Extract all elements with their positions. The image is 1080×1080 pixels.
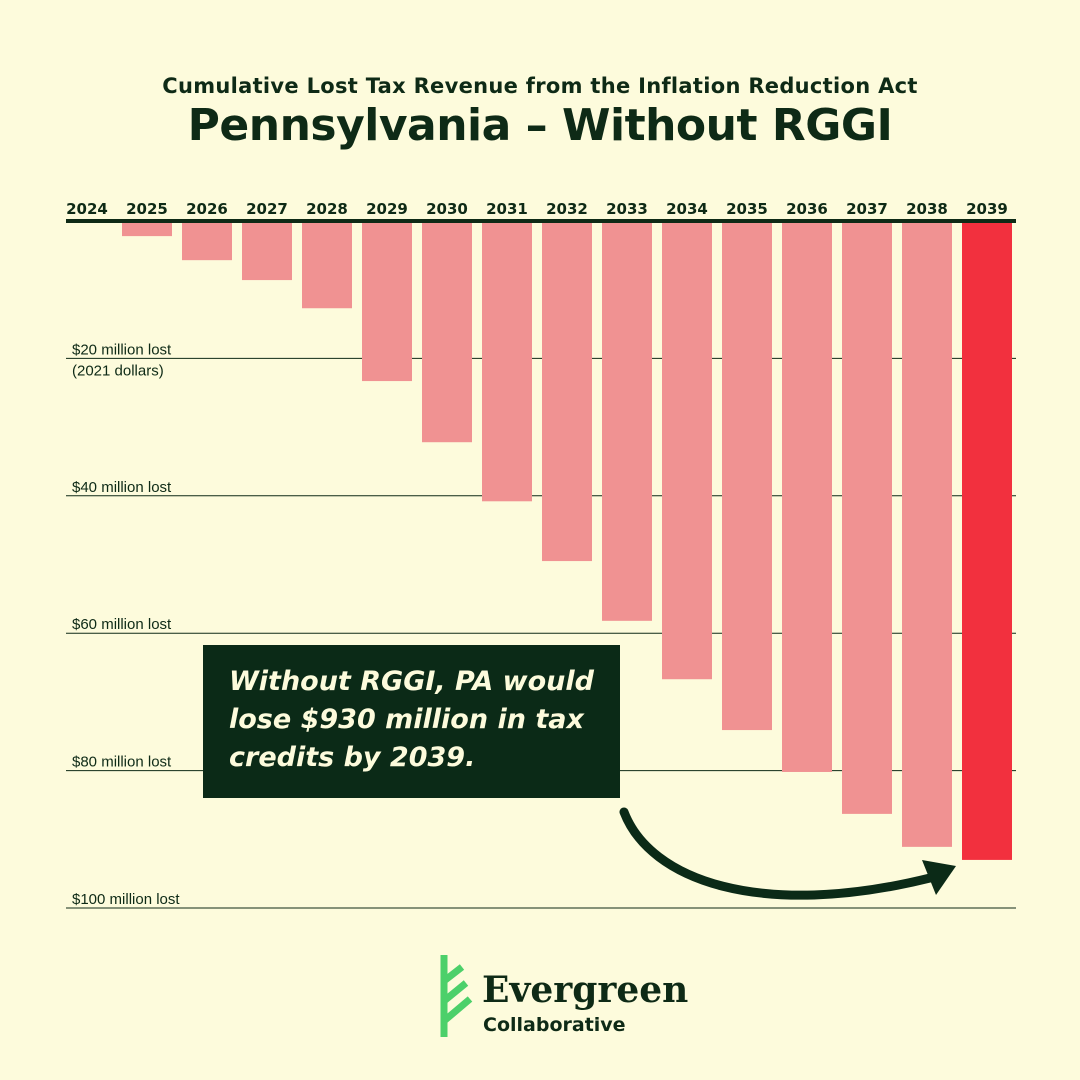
bar-2027	[242, 221, 292, 281]
bar-2037	[842, 221, 892, 814]
tree-logo-icon	[440, 955, 473, 1037]
x-tick-label: 2038	[906, 200, 948, 218]
logo-subname: Collaborative	[483, 1014, 626, 1036]
x-tick-label: 2024	[66, 200, 108, 218]
y-tick-label: $40 million lost	[72, 479, 172, 496]
x-tick-label: 2030	[426, 200, 468, 218]
x-tick-label: 2037	[846, 200, 888, 218]
y-tick-label: $80 million lost	[72, 754, 172, 771]
bar-2034	[662, 221, 712, 680]
bar-2025	[122, 221, 172, 237]
bar-2033	[602, 221, 652, 621]
bar-2038	[902, 221, 952, 847]
x-tick-label: 2025	[126, 200, 168, 218]
x-tick-label: 2035	[726, 200, 768, 218]
chart-title: Pennsylvania – Without RGGI	[187, 100, 893, 151]
y-tick-label: $20 million lost	[72, 341, 172, 358]
logo-name: Evergreen	[482, 969, 689, 1011]
x-tick-label: 2031	[486, 200, 528, 218]
x-tick-label: 2033	[606, 200, 648, 218]
bar-2031	[482, 221, 532, 502]
annotation-callout: Without RGGI, PA would lose $930 million…	[203, 645, 620, 798]
bar-2030	[422, 221, 472, 443]
bar-2032	[542, 221, 592, 562]
x-tick-label: 2039	[966, 200, 1008, 218]
x-tick-label: 2026	[186, 200, 228, 218]
evergreen-logo: Evergreen Collaborative	[436, 955, 716, 1040]
x-tick-label: 2028	[306, 200, 348, 218]
y-tick-label: $60 million lost	[72, 616, 172, 633]
arrow-head-icon	[922, 860, 956, 895]
y-tick-note: (2021 dollars)	[72, 362, 164, 379]
bar-2035	[722, 221, 772, 731]
bar-2029	[362, 221, 412, 382]
bar-2026	[182, 221, 232, 261]
arrow-curve	[619, 807, 935, 900]
y-tick-label: $100 million lost	[72, 891, 180, 908]
x-tick-label: 2032	[546, 200, 588, 218]
x-tick-label: 2029	[366, 200, 408, 218]
x-tick-label: 2027	[246, 200, 288, 218]
chart-subtitle: Cumulative Lost Tax Revenue from the Inf…	[162, 74, 918, 98]
bar-2028	[302, 221, 352, 309]
x-tick-label: 2036	[786, 200, 828, 218]
bar-2039	[962, 221, 1012, 860]
bar-2036	[782, 221, 832, 772]
x-tick-label: 2034	[666, 200, 708, 218]
